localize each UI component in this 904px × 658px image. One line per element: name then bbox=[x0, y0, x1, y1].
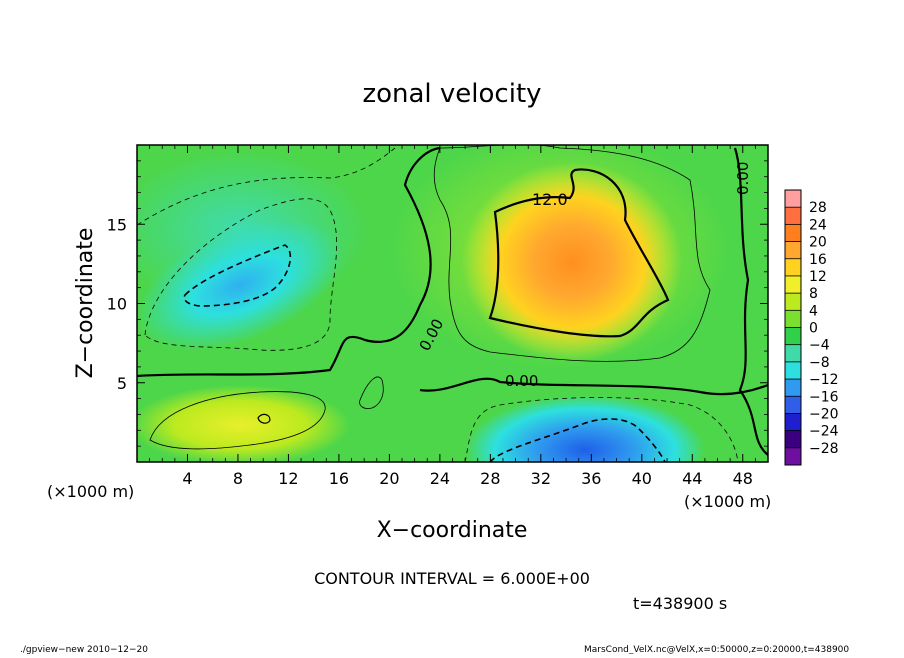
contour-small-loop bbox=[359, 376, 384, 409]
colorbar-swatch bbox=[785, 275, 801, 294]
x-tick-label: 24 bbox=[430, 469, 450, 488]
positive-jet-region bbox=[462, 162, 682, 362]
x-tick-label: 12 bbox=[278, 469, 298, 488]
colorbar-label: −8 bbox=[809, 355, 830, 371]
contour-label-zero-3: 0.00 bbox=[734, 162, 752, 195]
colorbar-label: −24 bbox=[809, 424, 839, 440]
x-axis: 4 8 12 16 20 24 28 32 36 40 44 48 bbox=[149, 145, 756, 488]
colorbar-label: 24 bbox=[809, 217, 827, 233]
colorbar-label: 0 bbox=[809, 321, 818, 337]
x-tick-label: 44 bbox=[682, 469, 702, 488]
contour-positive-6 bbox=[433, 145, 711, 362]
colorbar-label: 28 bbox=[809, 200, 827, 216]
contour-small-loop-2 bbox=[257, 413, 271, 424]
y-axis-label: Z−coordinate bbox=[73, 228, 98, 379]
colorbar-label: −12 bbox=[809, 372, 839, 388]
x-axis-label: X−coordinate bbox=[377, 518, 528, 543]
colorbar-label: −28 bbox=[809, 441, 839, 457]
x-tick-label: 32 bbox=[531, 469, 551, 488]
colorbar-label: 16 bbox=[809, 252, 827, 268]
colorbar-swatch bbox=[785, 258, 801, 277]
contour-negative-6-upper bbox=[137, 147, 396, 226]
negative-jet-region bbox=[137, 219, 345, 351]
contour-negative-6 bbox=[144, 198, 338, 351]
contour-zero-line-low bbox=[419, 377, 768, 396]
colorbar-swatch bbox=[785, 241, 801, 260]
y-tick-label: 15 bbox=[107, 215, 127, 234]
contour-surface-negative-6 bbox=[464, 397, 739, 462]
footer-right: MarsCond_VelX.nc@VelX,x=0:50000,z=0:2000… bbox=[584, 645, 849, 654]
colorbar-label: 8 bbox=[809, 286, 818, 302]
chart-title: zonal velocity bbox=[362, 79, 541, 109]
contour-surface-positive-6 bbox=[149, 391, 326, 450]
contour-zero-line-right bbox=[733, 147, 768, 456]
y-tick-label: 5 bbox=[117, 374, 127, 393]
colorbar-swatch bbox=[785, 379, 801, 397]
time-text: t=438900 s bbox=[633, 594, 727, 613]
colorbar-label: 12 bbox=[809, 269, 827, 285]
plot-area: 12.0 0.00 0.00 0.00 bbox=[137, 145, 768, 462]
x-tick-label: 20 bbox=[379, 469, 399, 488]
y-axis: 5 10 15 bbox=[107, 160, 768, 447]
y-tick-label: 10 bbox=[107, 295, 127, 314]
colorbar-swatch bbox=[785, 293, 801, 311]
colorbar-swatch bbox=[785, 447, 801, 466]
x-unit-right: (×1000 m) bbox=[684, 492, 771, 511]
x-tick-label: 36 bbox=[581, 469, 601, 488]
colorbar-label: −4 bbox=[809, 338, 830, 354]
contour-negative-12 bbox=[183, 244, 292, 307]
colorbar-swatch bbox=[785, 310, 801, 328]
x-tick-label: 4 bbox=[182, 469, 192, 488]
x-tick-label: 16 bbox=[329, 469, 349, 488]
x-tick-label: 40 bbox=[632, 469, 652, 488]
surface-positive-region bbox=[137, 385, 350, 462]
x-tick-label: 48 bbox=[733, 469, 753, 488]
x-tick-label: 8 bbox=[233, 469, 243, 488]
contour-label-12: 12.0 bbox=[532, 190, 568, 209]
contour-zero-line bbox=[137, 146, 441, 378]
contour-interval-text: CONTOUR INTERVAL = 6.000E+00 bbox=[314, 569, 590, 588]
colorbar-label: −20 bbox=[809, 406, 839, 422]
colorbar-label: 4 bbox=[809, 303, 818, 319]
colorbar-swatch bbox=[785, 224, 801, 243]
x-unit-left: (×1000 m) bbox=[47, 482, 134, 501]
contour-surface-negative-12 bbox=[489, 418, 666, 462]
colorbar-label: −16 bbox=[809, 389, 839, 405]
colorbar-swatch bbox=[785, 413, 801, 432]
contour-label-zero-2: 0.00 bbox=[505, 372, 538, 390]
footer-left: ./gpview−new 2010−12−20 bbox=[20, 645, 148, 654]
colorbar-swatch bbox=[785, 207, 801, 225]
colorbar-swatch bbox=[785, 190, 801, 208]
colorbar-swatch bbox=[785, 361, 801, 380]
colorbar-swatch bbox=[785, 327, 801, 346]
surface-negative-region bbox=[465, 395, 705, 462]
contour-positive-12 bbox=[488, 168, 670, 338]
colorbar-swatch bbox=[785, 396, 801, 414]
x-tick-label: 28 bbox=[480, 469, 500, 488]
colorbar-label: 20 bbox=[809, 235, 827, 251]
colorbar-swatch bbox=[785, 344, 801, 363]
colorbar-swatch bbox=[785, 430, 801, 449]
